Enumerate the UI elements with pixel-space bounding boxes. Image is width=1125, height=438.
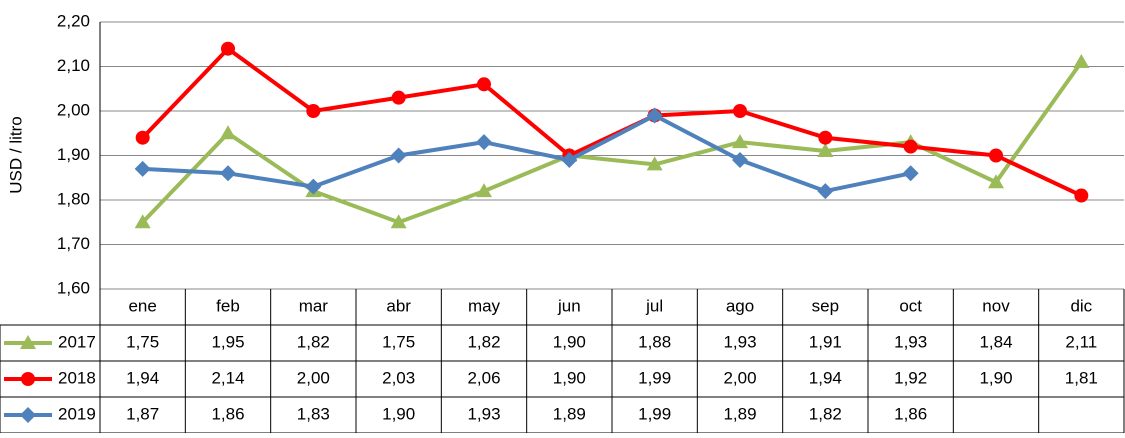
x-tick-label: abr — [386, 296, 411, 315]
series-line — [142, 113, 912, 194]
y-tick-label: 2,20 — [57, 11, 90, 30]
table-value: 1,87 — [126, 404, 159, 423]
x-tick-label: oct — [899, 296, 922, 315]
marker — [390, 147, 407, 164]
table-value: 1,75 — [126, 332, 159, 351]
table-value: 1,89 — [723, 404, 756, 423]
table-value: 1,99 — [638, 404, 671, 423]
marker — [817, 183, 834, 200]
marker — [989, 148, 1003, 163]
table-value: 1,92 — [894, 368, 927, 387]
marker — [646, 107, 663, 124]
y-tick-label: 2,00 — [57, 100, 90, 119]
x-tick-label: jul — [645, 296, 663, 315]
table-value: 2,11 — [1065, 332, 1097, 351]
table-value: 1,93 — [467, 404, 500, 423]
series-line — [141, 46, 1083, 198]
table-value: 1,93 — [894, 332, 927, 351]
marker — [988, 174, 1004, 189]
marker — [477, 77, 491, 92]
table-value: 2,00 — [297, 368, 330, 387]
marker — [220, 125, 236, 140]
table-value: 1,94 — [126, 368, 159, 387]
marker — [390, 214, 407, 229]
marker — [221, 41, 235, 56]
table-value: 1,86 — [211, 404, 244, 423]
table-value: 1,75 — [382, 332, 415, 351]
table-value: 1,90 — [553, 368, 586, 387]
x-tick-label: nov — [982, 296, 1010, 315]
x-tick-label: dic — [1070, 296, 1092, 315]
marker — [391, 90, 406, 105]
marker — [476, 134, 492, 151]
y-tick-label: 2,10 — [57, 56, 90, 75]
y-tick-label: 1,80 — [57, 189, 90, 208]
table-value: 1,82 — [809, 404, 842, 423]
legend-label: 2017 — [58, 332, 96, 351]
y-axis-label: USD / litro — [6, 116, 25, 193]
x-tick-label: ene — [128, 296, 156, 315]
table-value: 1,94 — [809, 368, 842, 387]
marker — [903, 139, 918, 154]
legend-label: 2018 — [58, 368, 96, 387]
legend-label: 2019 — [58, 404, 96, 423]
marker — [476, 183, 492, 198]
table-value: 1,82 — [297, 332, 330, 351]
y-tick-label: 1,90 — [57, 145, 90, 164]
table-value: 1,88 — [638, 332, 671, 351]
table-value: 1,93 — [723, 332, 756, 351]
table-value: 2,03 — [382, 368, 415, 387]
x-tick-label: may — [468, 296, 501, 315]
table-value: 1,89 — [553, 404, 586, 423]
marker — [135, 130, 150, 145]
marker — [134, 214, 151, 229]
table-value: 1,83 — [297, 404, 330, 423]
table-value: 1,81 — [1065, 368, 1098, 387]
marker — [305, 178, 322, 195]
marker — [20, 407, 36, 423]
x-tick-label: sep — [812, 296, 839, 315]
x-tick-label: ago — [726, 296, 754, 315]
marker — [134, 160, 151, 177]
y-tick-label: 1,70 — [57, 234, 90, 253]
table-value: 2,14 — [211, 368, 244, 387]
table-value: 1,84 — [979, 332, 1012, 351]
marker — [646, 156, 663, 171]
marker — [817, 143, 834, 158]
marker — [306, 104, 321, 118]
table-value: 2,00 — [723, 368, 756, 387]
table-value: 1,90 — [979, 368, 1012, 387]
marker — [220, 165, 236, 182]
x-tick-label: jun — [557, 296, 581, 315]
x-tick-label: mar — [299, 296, 329, 315]
y-tick-label: 1,60 — [57, 278, 90, 297]
table-value: 1,95 — [211, 332, 244, 351]
table-value: 1,82 — [467, 332, 500, 351]
x-tick-label: feb — [216, 296, 240, 315]
table-value: 2,06 — [467, 368, 500, 387]
marker — [20, 335, 36, 349]
marker — [733, 104, 747, 118]
marker — [561, 151, 578, 168]
marker — [1073, 54, 1090, 69]
table-value: 1,90 — [382, 404, 415, 423]
marker — [21, 372, 35, 386]
series-line — [141, 60, 1083, 225]
marker — [818, 130, 833, 145]
table-value: 1,91 — [809, 332, 842, 351]
marker — [732, 151, 748, 168]
table-value: 1,99 — [638, 368, 671, 387]
table-value: 1,86 — [894, 404, 927, 423]
marker — [732, 134, 748, 149]
table-value: 1,90 — [553, 332, 586, 351]
marker — [1074, 188, 1089, 203]
marker — [902, 165, 919, 182]
